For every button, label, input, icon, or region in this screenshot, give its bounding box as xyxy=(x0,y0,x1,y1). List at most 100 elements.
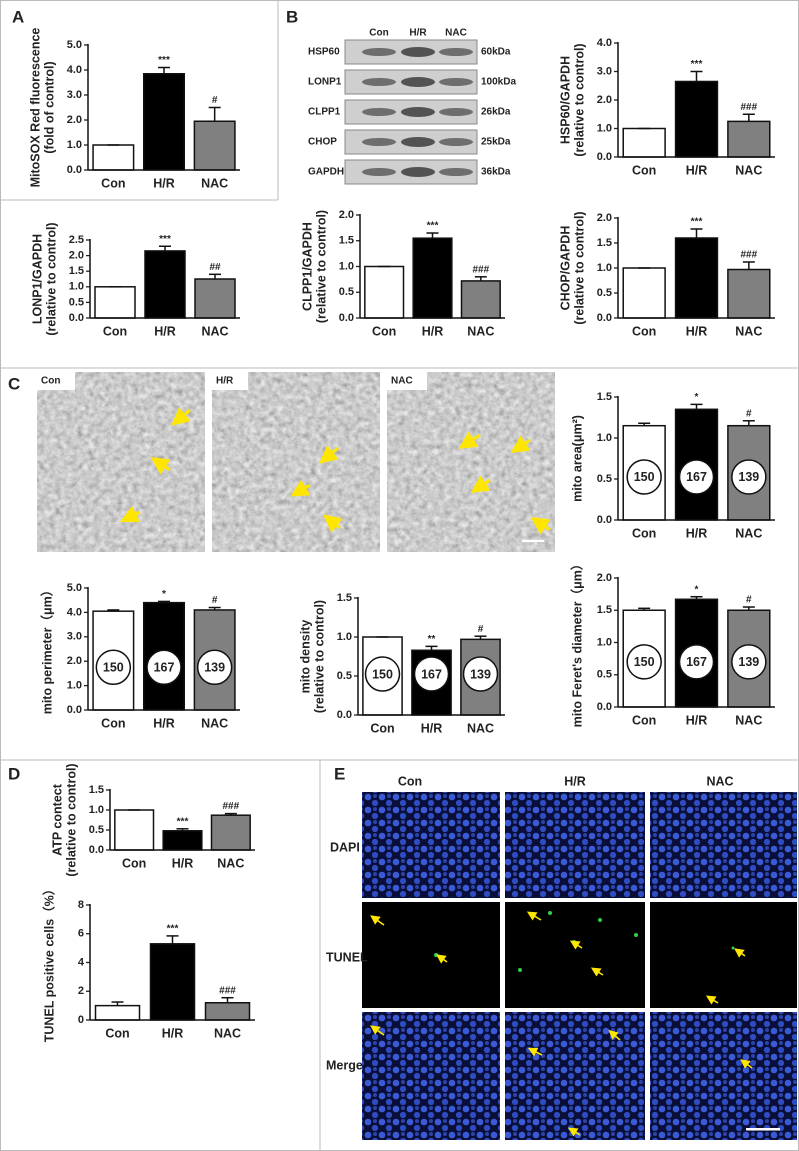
y-tick-label: 1.0 xyxy=(339,260,354,272)
x-tick-label: H/R xyxy=(172,856,194,870)
error-bar xyxy=(742,606,755,611)
significance: ** xyxy=(428,634,436,645)
y-tick-label: 0.0 xyxy=(597,151,612,163)
n-label: 150 xyxy=(372,667,393,681)
significance: ### xyxy=(740,102,757,113)
y-tick-label: 1.0 xyxy=(597,432,612,444)
arrows xyxy=(119,407,551,535)
y-tick-label: 3.0 xyxy=(597,65,612,77)
y-axis-label: (relative to control) xyxy=(312,600,326,713)
y-tick-label: 0.0 xyxy=(597,514,612,526)
y-tick-label: 1.5 xyxy=(339,235,354,247)
x-tick-label: NAC xyxy=(467,721,494,735)
panel-label: D xyxy=(8,764,20,783)
n-label: 167 xyxy=(421,667,442,681)
y-tick-label: 5.0 xyxy=(67,39,82,51)
bar xyxy=(412,237,453,319)
y-tick-label: 0.5 xyxy=(597,669,612,681)
bar xyxy=(674,237,719,319)
protein-size: 100kDa xyxy=(481,77,516,88)
error-bar xyxy=(474,276,487,281)
n-label: 150 xyxy=(634,470,655,484)
y-tick-label: 0.5 xyxy=(339,286,354,298)
blot-band xyxy=(362,138,396,146)
protein-size: 25kDa xyxy=(481,137,511,148)
x-tick-label: NAC xyxy=(217,856,244,870)
lane-label: H/R xyxy=(409,28,427,39)
error-bar xyxy=(690,228,703,238)
x-tick-label: Con xyxy=(101,716,125,730)
y-axis-label: (relative to control) xyxy=(64,763,78,876)
y-tick-label: 0.5 xyxy=(597,287,612,299)
blot-band xyxy=(439,168,473,176)
x-tick-label: H/R xyxy=(422,324,444,338)
significance: # xyxy=(212,595,218,606)
significance: # xyxy=(212,95,218,106)
y-axis-label: TUNEL positive cells（%） xyxy=(41,883,56,1043)
error-bar xyxy=(742,420,755,426)
significance: # xyxy=(746,595,752,606)
y-tick-label: 0.0 xyxy=(597,701,612,713)
y-tick-label: 0.0 xyxy=(337,709,352,721)
error-bar xyxy=(426,232,439,239)
n-label: 150 xyxy=(634,655,655,669)
bar xyxy=(364,265,405,319)
significance: ### xyxy=(222,801,239,812)
y-tick-label: 0.0 xyxy=(89,844,104,856)
y-tick-label: 4.0 xyxy=(67,64,82,76)
x-tick-label: H/R xyxy=(686,713,708,727)
significance: * xyxy=(695,392,699,403)
error-bar xyxy=(690,595,703,600)
x-tick-label: Con xyxy=(105,1026,129,1040)
y-axis-label: MitoSOX Red fluorescence xyxy=(28,28,42,188)
y-tick-label: 1.5 xyxy=(597,391,612,403)
n-circle xyxy=(196,649,233,686)
n-label: 167 xyxy=(686,655,707,669)
y-axis-label: CHOP/GAPDH xyxy=(558,226,572,311)
bar xyxy=(193,120,236,171)
y-tick-label: 1.0 xyxy=(597,122,612,134)
significance: ### xyxy=(219,985,236,996)
significance: ## xyxy=(209,262,221,273)
error-bar xyxy=(221,996,234,1003)
y-axis-label: mito Feret's diameter（μm） xyxy=(569,558,584,728)
y-tick-label: 0.0 xyxy=(597,312,612,324)
significance: ### xyxy=(472,264,489,275)
panel-label: A xyxy=(12,7,24,26)
blot-band xyxy=(439,78,473,86)
em-image xyxy=(387,372,555,552)
y-tick-label: 1.0 xyxy=(337,631,352,643)
significance: *** xyxy=(691,59,703,70)
significance: *** xyxy=(427,221,439,232)
y-tick-label: 1.5 xyxy=(597,604,612,616)
y-tick-label: 1.0 xyxy=(597,636,612,648)
protein-label: GAPDH xyxy=(308,167,344,178)
x-tick-label: NAC xyxy=(201,176,228,190)
blot-band xyxy=(362,168,396,176)
column-header: NAC xyxy=(706,774,733,788)
row-header: DAPI xyxy=(330,840,360,854)
x-tick-label: Con xyxy=(632,526,656,540)
y-tick-label: 5.0 xyxy=(67,582,82,594)
y-tick-label: 4.0 xyxy=(597,37,612,49)
n-circle xyxy=(413,656,450,692)
error-bar xyxy=(474,635,487,640)
y-tick-label: 1.5 xyxy=(89,784,104,796)
bar xyxy=(727,120,771,158)
protein-label: HSP60 xyxy=(308,47,340,58)
error-bar xyxy=(166,935,179,944)
error-bar xyxy=(224,812,237,816)
em-image xyxy=(37,372,205,552)
y-axis-label: CLPP1/GAPDH xyxy=(300,222,314,311)
y-axis-label: mito density xyxy=(298,620,312,694)
x-tick-label: H/R xyxy=(154,324,176,338)
y-tick-label: 0.0 xyxy=(67,164,82,176)
n-label: 139 xyxy=(738,470,759,484)
em-label: H/R xyxy=(216,376,234,387)
x-tick-label: H/R xyxy=(686,526,708,540)
significance: *** xyxy=(177,816,189,827)
n-label: 139 xyxy=(738,655,759,669)
row-header: TUNEL xyxy=(326,950,368,964)
blot-band xyxy=(362,108,396,116)
